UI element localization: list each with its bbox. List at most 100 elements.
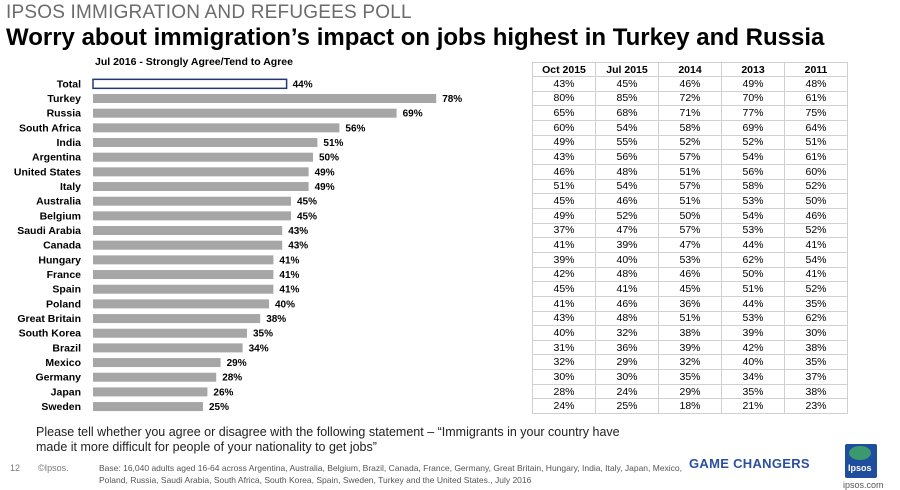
table-cell: 45% [532,193,596,209]
value-label-united-states: 49% [315,167,335,178]
header-kicker: IPSOS IMMIGRATION AND REFUGEES POLL [6,2,412,23]
table-cell: 49% [532,207,596,224]
chart-title: Jul 2016 - Strongly Agree/Tend to Agree [95,56,293,68]
value-label-argentina: 50% [319,153,339,164]
column-header: Oct 2015 [532,62,596,77]
category-label-united-states: United States [14,166,81,178]
table-cell: 56% [595,149,659,165]
table-cell: 51% [532,178,596,195]
table-cell: 38% [784,383,848,400]
table-cell: 43% [532,310,596,327]
table-cell: 46% [595,295,659,312]
table-cell: 39% [532,251,596,268]
table-cell: 44% [721,237,785,253]
table-row: 49% 55% 52% 52% 51% [532,134,848,151]
value-label-poland: 40% [275,299,295,310]
category-label-poland: Poland [46,298,81,310]
table-row: 80% 85% 72% 70% 61% [532,90,848,107]
category-label-total: Total [57,78,81,90]
table-cell: 50% [784,193,848,209]
table-cell: 64% [784,119,848,136]
value-label-belgium: 45% [297,211,317,222]
column-header: 2011 [784,62,848,77]
table-cell: 52% [595,207,659,224]
table-cell: 51% [658,310,722,327]
table-cell: 57% [658,222,722,239]
table-cell: 24% [532,398,596,415]
table-cell: 41% [784,237,848,253]
bar-canada [93,240,283,250]
table-cell: 32% [532,354,596,371]
table-cell: 39% [595,237,659,253]
category-label-saudi-arabia: Saudi Arabia [17,225,81,237]
table-cell: 54% [721,149,785,165]
table-row: 45% 46% 51% 53% 50% [532,193,848,209]
table-cell: 65% [532,105,596,121]
table-cell: 51% [658,163,722,180]
table-row: 37% 47% 57% 53% 52% [532,222,848,239]
value-label-south-korea: 35% [253,329,273,340]
category-label-spain: Spain [52,284,81,296]
table-cell: 18% [658,398,722,415]
table-cell: 40% [595,251,659,268]
value-label-france: 41% [279,270,299,281]
table-cell: 46% [784,207,848,224]
category-label-germany: Germany [35,372,81,384]
table-header-row: Oct 2015 Jul 2015 2014 2013 2011 [532,62,848,77]
table-cell: 30% [532,369,596,385]
table-cell: 31% [532,339,596,356]
bar-hungary [93,255,274,265]
table-cell: 39% [721,325,785,341]
table-cell: 77% [721,105,785,121]
value-label-brazil: 34% [249,343,269,354]
table-cell: 80% [532,90,596,107]
bar-italy [93,182,309,192]
column-header: 2014 [658,62,722,77]
table-cell: 54% [721,207,785,224]
table-cell: 30% [784,325,848,341]
value-label-total: 44% [293,79,313,90]
category-label-turkey: Turkey [47,93,81,105]
table-cell: 53% [721,193,785,209]
table-cell: 68% [595,105,659,121]
column-header: Jul 2015 [595,62,659,77]
table-cell: 53% [721,222,785,239]
table-cell: 24% [595,383,659,400]
table-row: 46% 48% 51% 56% 60% [532,163,848,180]
table-cell: 49% [721,76,785,92]
table-cell: 57% [658,149,722,165]
table-row: 39% 40% 53% 62% 54% [532,251,848,268]
table-cell: 50% [658,207,722,224]
site-url: ipsos.com [843,480,884,490]
table-cell: 70% [721,90,785,107]
table-cell: 53% [721,310,785,327]
table-cell: 71% [658,105,722,121]
game-changers-tagline: GAME CHANGERS [689,456,810,471]
bar-poland [93,299,269,309]
copyright: ©Ipsos. [38,463,69,473]
table-row: 51% 54% 57% 58% 52% [532,178,848,195]
page-number: 12 [10,463,21,473]
table-cell: 29% [658,383,722,400]
bar-saudi-arabia [93,226,283,236]
category-label-mexico: Mexico [45,357,81,369]
bar-total [92,78,288,90]
table-cell: 69% [721,119,785,136]
table-row: 60% 54% 58% 69% 64% [532,119,848,136]
value-label-great-britain: 38% [266,314,286,325]
table-cell: 51% [658,193,722,209]
table-cell: 48% [595,266,659,283]
category-label-india: India [56,137,81,149]
table-cell: 38% [784,339,848,356]
bar-united-states [93,167,309,177]
table-cell: 35% [784,295,848,312]
bar-sweden [93,402,203,412]
table-cell: 54% [784,251,848,268]
table-cell: 54% [595,119,659,136]
table-cell: 37% [784,369,848,385]
table-row: 31% 36% 39% 42% 38% [532,339,848,356]
value-label-turkey: 78% [442,94,462,105]
table-cell: 62% [721,251,785,268]
table-cell: 35% [721,383,785,400]
bar-belgium [93,211,291,221]
